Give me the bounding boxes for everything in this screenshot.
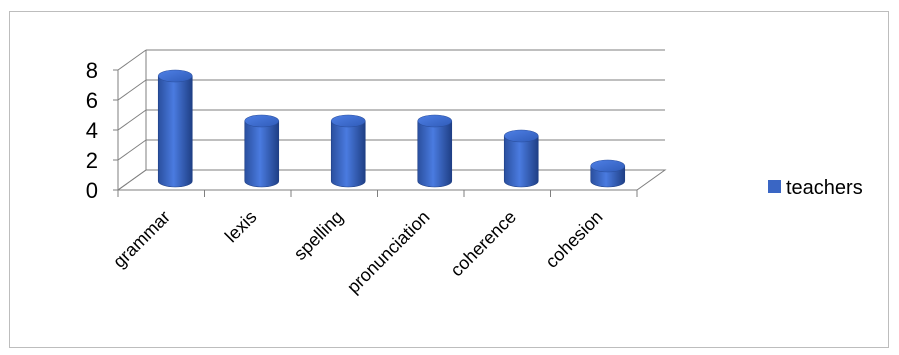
side-gridline xyxy=(117,139,147,161)
y-tick-label: 0 xyxy=(86,178,98,203)
bar-body xyxy=(503,135,539,188)
x-tick-label: pronunciation xyxy=(343,207,434,298)
bar-body xyxy=(330,120,366,188)
chart-legend: teachers xyxy=(768,177,863,199)
bar-cap xyxy=(590,159,626,173)
chart-floor xyxy=(116,169,667,191)
bar-body xyxy=(417,120,453,188)
bar-body xyxy=(244,120,280,188)
bar-body xyxy=(157,75,193,188)
bar-lexis xyxy=(244,114,280,188)
side-gridline xyxy=(117,49,147,71)
bar-cohesion xyxy=(590,159,626,188)
y-tick-label: 8 xyxy=(86,58,98,83)
bar-grammar xyxy=(157,69,193,188)
y-tick-label: 6 xyxy=(86,88,98,113)
bar-pronunciation xyxy=(417,114,453,188)
side-gridline xyxy=(117,169,147,191)
chart-axes xyxy=(113,49,667,197)
bar-cap xyxy=(244,114,280,128)
y-tick-label: 4 xyxy=(86,118,98,143)
bar-cap xyxy=(330,114,366,128)
bar-cap xyxy=(157,69,193,83)
bar-cap xyxy=(417,114,453,128)
y-tick-label: 2 xyxy=(86,148,98,173)
bar-spelling xyxy=(330,114,366,188)
side-gridline xyxy=(117,109,147,131)
x-tick-label: grammar xyxy=(109,207,174,272)
legend-swatch xyxy=(768,180,781,193)
x-tick-label: lexis xyxy=(221,207,261,247)
chart-bars xyxy=(157,69,626,188)
side-gridline xyxy=(117,79,147,101)
bar-cap xyxy=(503,129,539,143)
legend-label-teachers: teachers xyxy=(786,177,863,199)
x-tick-label: cohesion xyxy=(541,207,606,272)
x-tick-label: spelling xyxy=(290,207,347,264)
x-tick-label: coherence xyxy=(446,207,520,281)
bar-coherence xyxy=(503,129,539,188)
